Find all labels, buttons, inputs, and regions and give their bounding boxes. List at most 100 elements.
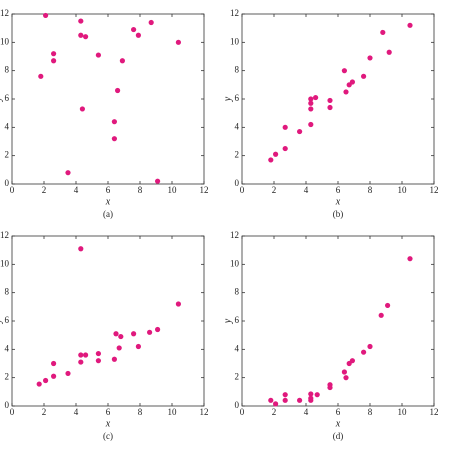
point xyxy=(175,39,181,45)
x-tick-label: 10 xyxy=(168,407,178,417)
x-tick-label: 8 xyxy=(368,185,373,195)
point xyxy=(282,392,288,398)
point xyxy=(308,395,314,401)
y-tick-label: 8 xyxy=(235,287,240,297)
point xyxy=(327,97,333,104)
point xyxy=(95,52,101,58)
point xyxy=(79,106,85,112)
y-tick-label: 2 xyxy=(235,372,240,382)
point xyxy=(65,370,71,377)
y-tick-label: 10 xyxy=(0,36,10,46)
point xyxy=(43,12,49,19)
point xyxy=(349,79,355,85)
y-axis-label: y xyxy=(0,318,3,324)
y-axis-label: y xyxy=(222,318,233,324)
point xyxy=(313,94,319,101)
x-axis-label: x xyxy=(335,196,341,207)
point xyxy=(341,68,347,74)
point xyxy=(155,326,161,333)
x-tick-label: 6 xyxy=(336,407,341,417)
point xyxy=(386,49,392,55)
y-tick-label: 12 xyxy=(230,230,239,240)
x-tick-label: 0 xyxy=(10,185,15,195)
point xyxy=(118,333,124,340)
point xyxy=(297,128,303,135)
point xyxy=(343,89,349,95)
y-tick-label: 12 xyxy=(230,8,239,18)
x-tick-label: 8 xyxy=(138,185,143,195)
point xyxy=(78,352,84,358)
point xyxy=(268,397,274,403)
y-tick-label: 6 xyxy=(5,315,10,325)
x-tick-label: 12 xyxy=(430,407,439,417)
y-tick-label: 8 xyxy=(235,65,240,75)
point xyxy=(327,384,333,391)
y-tick-label: 10 xyxy=(230,36,240,46)
x-axis-label: x xyxy=(105,418,111,429)
point xyxy=(327,104,333,111)
point xyxy=(314,392,320,398)
y-tick-label: 4 xyxy=(5,343,10,353)
x-tick-label: 10 xyxy=(398,407,408,417)
axes-frame xyxy=(11,13,205,185)
point xyxy=(297,397,303,403)
point xyxy=(78,18,84,24)
point xyxy=(407,22,413,28)
x-tick-label: 4 xyxy=(74,407,79,417)
x-tick-label: 4 xyxy=(304,185,309,195)
point xyxy=(282,397,288,403)
y-axis-label: y xyxy=(0,96,3,102)
point xyxy=(131,26,137,33)
point xyxy=(385,302,391,309)
point xyxy=(308,121,314,128)
x-tick-label: 2 xyxy=(272,407,277,417)
y-tick-label: 6 xyxy=(235,315,240,325)
x-tick-label: 2 xyxy=(272,185,277,195)
point xyxy=(308,96,314,102)
point xyxy=(51,58,57,64)
point xyxy=(341,369,347,375)
caption: (a) xyxy=(103,209,113,219)
x-tick-label: 0 xyxy=(240,407,245,417)
x-tick-label: 2 xyxy=(42,185,47,195)
axes-frame xyxy=(11,235,205,407)
point xyxy=(135,343,141,350)
point xyxy=(95,350,101,357)
x-tick-label: 10 xyxy=(168,185,178,195)
y-tick-label: 6 xyxy=(5,93,10,103)
point xyxy=(308,106,314,112)
point xyxy=(361,73,367,79)
y-tick-label: 4 xyxy=(235,121,240,131)
point xyxy=(95,358,101,364)
point xyxy=(111,119,117,125)
x-tick-label: 12 xyxy=(430,185,439,195)
x-tick-label: 6 xyxy=(106,407,111,417)
y-tick-label: 12 xyxy=(0,230,9,240)
point xyxy=(343,375,349,381)
point xyxy=(349,358,355,364)
y-tick-label: 10 xyxy=(0,258,10,268)
point xyxy=(282,145,288,152)
point xyxy=(308,391,314,397)
y-tick-label: 6 xyxy=(235,93,240,103)
x-tick-label: 12 xyxy=(200,407,209,417)
point xyxy=(83,352,89,358)
point xyxy=(51,373,57,379)
axes-frame xyxy=(241,235,435,407)
x-tick-label: 8 xyxy=(138,407,143,417)
point xyxy=(147,329,153,335)
y-tick-label: 8 xyxy=(5,65,10,75)
point xyxy=(407,256,413,262)
point xyxy=(113,331,119,337)
y-tick-label: 4 xyxy=(5,121,10,131)
point xyxy=(78,359,84,365)
point xyxy=(36,381,42,387)
x-tick-label: 4 xyxy=(74,185,79,195)
x-axis-label: x xyxy=(105,196,111,207)
point xyxy=(367,343,373,350)
caption: (d) xyxy=(333,431,344,441)
point xyxy=(148,19,154,26)
y-tick-label: 12 xyxy=(0,8,9,18)
point xyxy=(78,32,84,38)
y-axis-label: y xyxy=(222,96,233,102)
